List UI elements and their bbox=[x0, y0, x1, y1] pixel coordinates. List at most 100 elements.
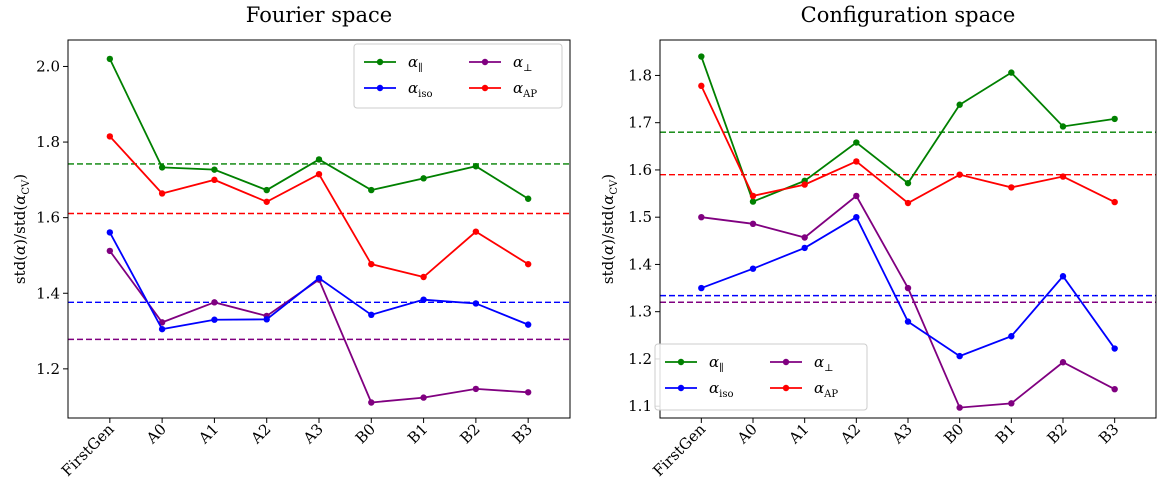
data-point-2-7 bbox=[472, 300, 480, 307]
data-point-2-4 bbox=[315, 274, 323, 282]
data-point-0-6 bbox=[420, 175, 427, 182]
data-point-0-8 bbox=[524, 195, 532, 202]
chart-title: Fourier space bbox=[246, 3, 392, 27]
data-point-1-5 bbox=[368, 399, 375, 406]
data-point-1-8 bbox=[524, 389, 532, 396]
data-point-0-4 bbox=[315, 156, 323, 163]
y-tick-label: 1.6 bbox=[628, 161, 652, 179]
data-point-3-3 bbox=[263, 198, 270, 205]
y-axis-label: std(α)/std(αCV) bbox=[11, 174, 32, 284]
data-point-0-0 bbox=[106, 55, 114, 63]
legend: α∥ αiso α⊥ αAP bbox=[654, 343, 868, 411]
legend-marker bbox=[481, 84, 489, 92]
data-point-1-1 bbox=[158, 319, 166, 326]
x-tick-label: B0 bbox=[940, 420, 967, 447]
x-tick-label: A3 bbox=[299, 420, 327, 448]
legend-box bbox=[654, 343, 868, 411]
data-point-2-6 bbox=[1008, 333, 1015, 340]
data-point-2-2 bbox=[801, 244, 808, 252]
data-point-3-7 bbox=[1059, 173, 1067, 180]
data-point-0-4 bbox=[904, 179, 912, 187]
data-point-3-8 bbox=[1111, 198, 1118, 206]
legend: α∥ αiso α⊥ αAP bbox=[353, 43, 563, 109]
data-point-1-2 bbox=[211, 299, 218, 306]
data-point-2-3 bbox=[263, 316, 270, 323]
data-point-2-1 bbox=[749, 265, 757, 272]
data-point-2-3 bbox=[853, 213, 860, 221]
legend-label: α⊥ bbox=[513, 53, 533, 74]
legend-label: α∥ bbox=[408, 53, 423, 74]
x-tick-label: A2 bbox=[247, 420, 275, 448]
legend-marker bbox=[677, 384, 685, 392]
legend-label: α∥ bbox=[709, 353, 724, 374]
x-tick-label: FirstGen bbox=[649, 420, 709, 480]
data-point-0-3 bbox=[263, 186, 270, 194]
data-point-3-0 bbox=[106, 133, 114, 140]
x-tick-label: B0 bbox=[352, 420, 379, 447]
data-point-1-2 bbox=[801, 234, 808, 241]
data-point-2-7 bbox=[1059, 273, 1067, 280]
data-point-3-4 bbox=[315, 170, 323, 178]
data-point-3-0 bbox=[698, 82, 705, 90]
y-tick-label: 1.2 bbox=[36, 360, 60, 378]
legend-box bbox=[353, 43, 563, 109]
data-point-2-0 bbox=[106, 229, 114, 236]
y-tick-label: 1.5 bbox=[628, 208, 652, 226]
data-point-3-1 bbox=[158, 190, 166, 197]
x-tick-label: B1 bbox=[992, 420, 1019, 447]
y-tick-label: 1.6 bbox=[36, 209, 60, 227]
data-point-1-0 bbox=[106, 247, 114, 255]
data-point-2-2 bbox=[211, 316, 218, 323]
x-tick-label: A1 bbox=[785, 420, 813, 448]
legend-label: αiso bbox=[709, 379, 734, 400]
legend-label: αAP bbox=[513, 79, 537, 100]
data-point-2-8 bbox=[524, 321, 532, 328]
x-tick-label: B2 bbox=[1044, 420, 1071, 447]
x-tick-label: A3 bbox=[888, 420, 916, 448]
x-tick-label: B3 bbox=[1095, 420, 1122, 447]
data-point-3-2 bbox=[801, 181, 808, 188]
data-point-2-5 bbox=[956, 352, 963, 360]
legend-marker bbox=[481, 58, 489, 66]
data-point-3-3 bbox=[853, 158, 860, 165]
data-point-1-4 bbox=[904, 284, 912, 292]
data-point-3-2 bbox=[211, 176, 218, 184]
x-tick-label: B3 bbox=[509, 420, 536, 447]
x-tick-label: A1 bbox=[194, 420, 222, 448]
legend-marker bbox=[782, 358, 790, 366]
y-tick-label: 1.8 bbox=[36, 133, 60, 151]
data-point-1-8 bbox=[1111, 385, 1118, 393]
legend-label: αAP bbox=[814, 379, 838, 400]
y-tick-label: 1.4 bbox=[628, 255, 652, 273]
data-point-0-7 bbox=[1059, 123, 1067, 130]
x-tick-label: A2 bbox=[836, 420, 864, 448]
data-point-2-0 bbox=[698, 284, 705, 292]
data-point-1-6 bbox=[1008, 400, 1015, 407]
data-point-0-1 bbox=[749, 198, 757, 205]
data-point-1-6 bbox=[420, 394, 427, 401]
data-point-2-5 bbox=[368, 311, 375, 319]
chart-title: Configuration space bbox=[801, 3, 1016, 27]
legend-marker bbox=[376, 58, 384, 66]
data-point-3-6 bbox=[420, 273, 427, 281]
data-point-0-6 bbox=[1008, 69, 1015, 76]
chart-panel-1: Configuration space 1.1 1.2 1.3 1.4 1.5 1.6 1.7… bbox=[599, 3, 1157, 480]
y-tick-label: 2.0 bbox=[36, 57, 60, 75]
data-point-0-5 bbox=[368, 186, 375, 194]
data-point-0-2 bbox=[211, 166, 218, 173]
y-tick-label: 1.1 bbox=[628, 397, 652, 415]
data-point-1-1 bbox=[749, 220, 757, 228]
x-tick-label: FirstGen bbox=[58, 420, 118, 480]
legend-label: α⊥ bbox=[814, 353, 834, 374]
data-point-3-5 bbox=[368, 260, 375, 268]
data-point-3-4 bbox=[904, 199, 912, 207]
data-point-3-1 bbox=[749, 192, 757, 200]
data-point-2-8 bbox=[1111, 345, 1118, 352]
data-point-2-6 bbox=[420, 296, 427, 303]
legend-marker bbox=[677, 358, 685, 366]
data-point-3-5 bbox=[956, 171, 963, 178]
chart-panel-0: Fourier space 1.2 1.4 1.6 1.8 2.0 FirstGen A0 A1… bbox=[11, 3, 571, 480]
data-point-0-5 bbox=[956, 101, 963, 108]
data-point-0-3 bbox=[853, 139, 860, 146]
